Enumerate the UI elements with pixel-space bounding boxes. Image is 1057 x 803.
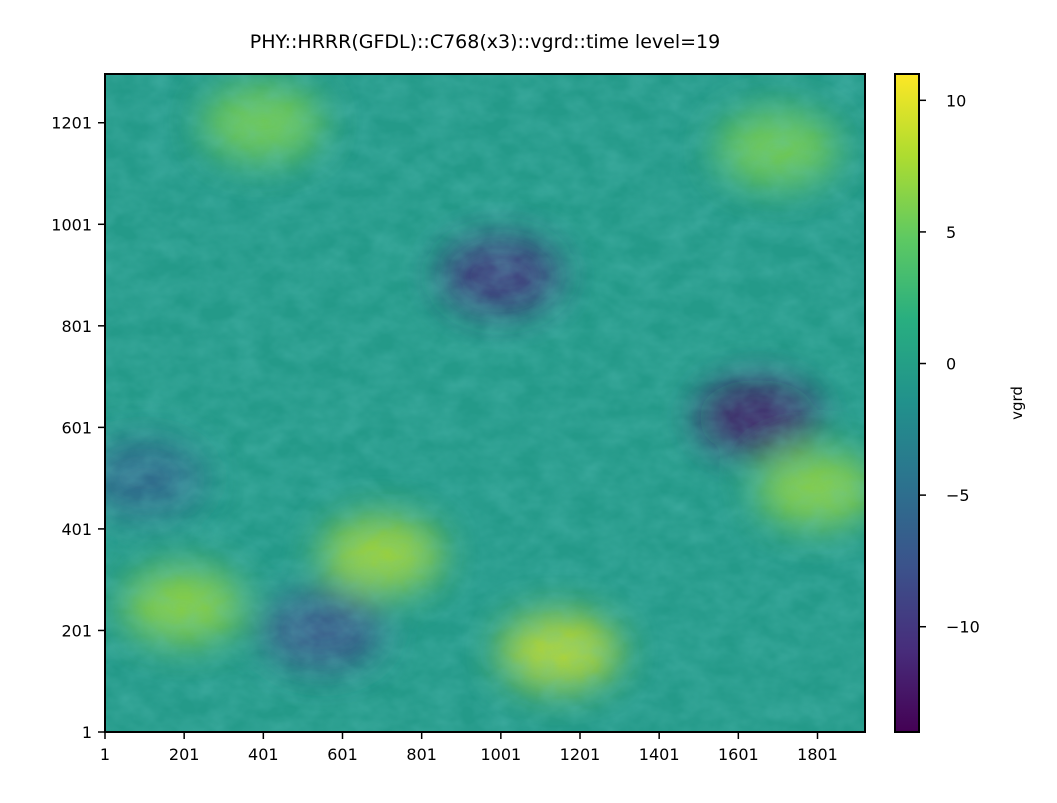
heatmap-texture [105,74,865,732]
colorbar-label: vgrd [1008,386,1026,420]
heatmap-field [105,74,865,732]
x-tick-label: 601 [327,745,358,764]
colorbar-tick-label: −5 [946,486,970,505]
colorbar-ticks: 10 5 0 −5 −10 [919,91,980,637]
x-tick-label: 401 [248,745,279,764]
y-tick-label: 1 [82,723,92,742]
y-tick-label: 601 [61,418,92,437]
y-tick-label: 1201 [51,114,92,133]
x-tick-label: 1001 [480,745,521,764]
colorbar-frame [894,73,920,733]
x-tick-label: 1201 [560,745,601,764]
colorbar-tick-label: −10 [946,618,980,637]
plot-frame [104,73,866,733]
x-tick-label: 1 [100,745,110,764]
colorbar [895,74,919,732]
chart-title: PHY::HRRR(GFDL)::C768(x3)::vgrd::time le… [250,31,720,53]
x-tick-label: 1601 [718,745,759,764]
x-tick-label: 1801 [797,745,838,764]
x-tick-label: 801 [406,745,437,764]
colorbar-tick-label: 0 [946,355,956,374]
x-tick-label: 201 [169,745,200,764]
y-tick-label: 401 [61,520,92,539]
x-axis: 1 201 401 601 801 1001 1201 1401 1601 1801 [100,732,838,764]
y-tick-label: 801 [61,317,92,336]
y-tick-label: 1001 [51,215,92,234]
colorbar-tick-label: 5 [946,223,956,242]
x-tick-label: 1401 [639,745,680,764]
colorbar-tick-label: 10 [946,91,966,110]
y-tick-label: 201 [61,621,92,640]
